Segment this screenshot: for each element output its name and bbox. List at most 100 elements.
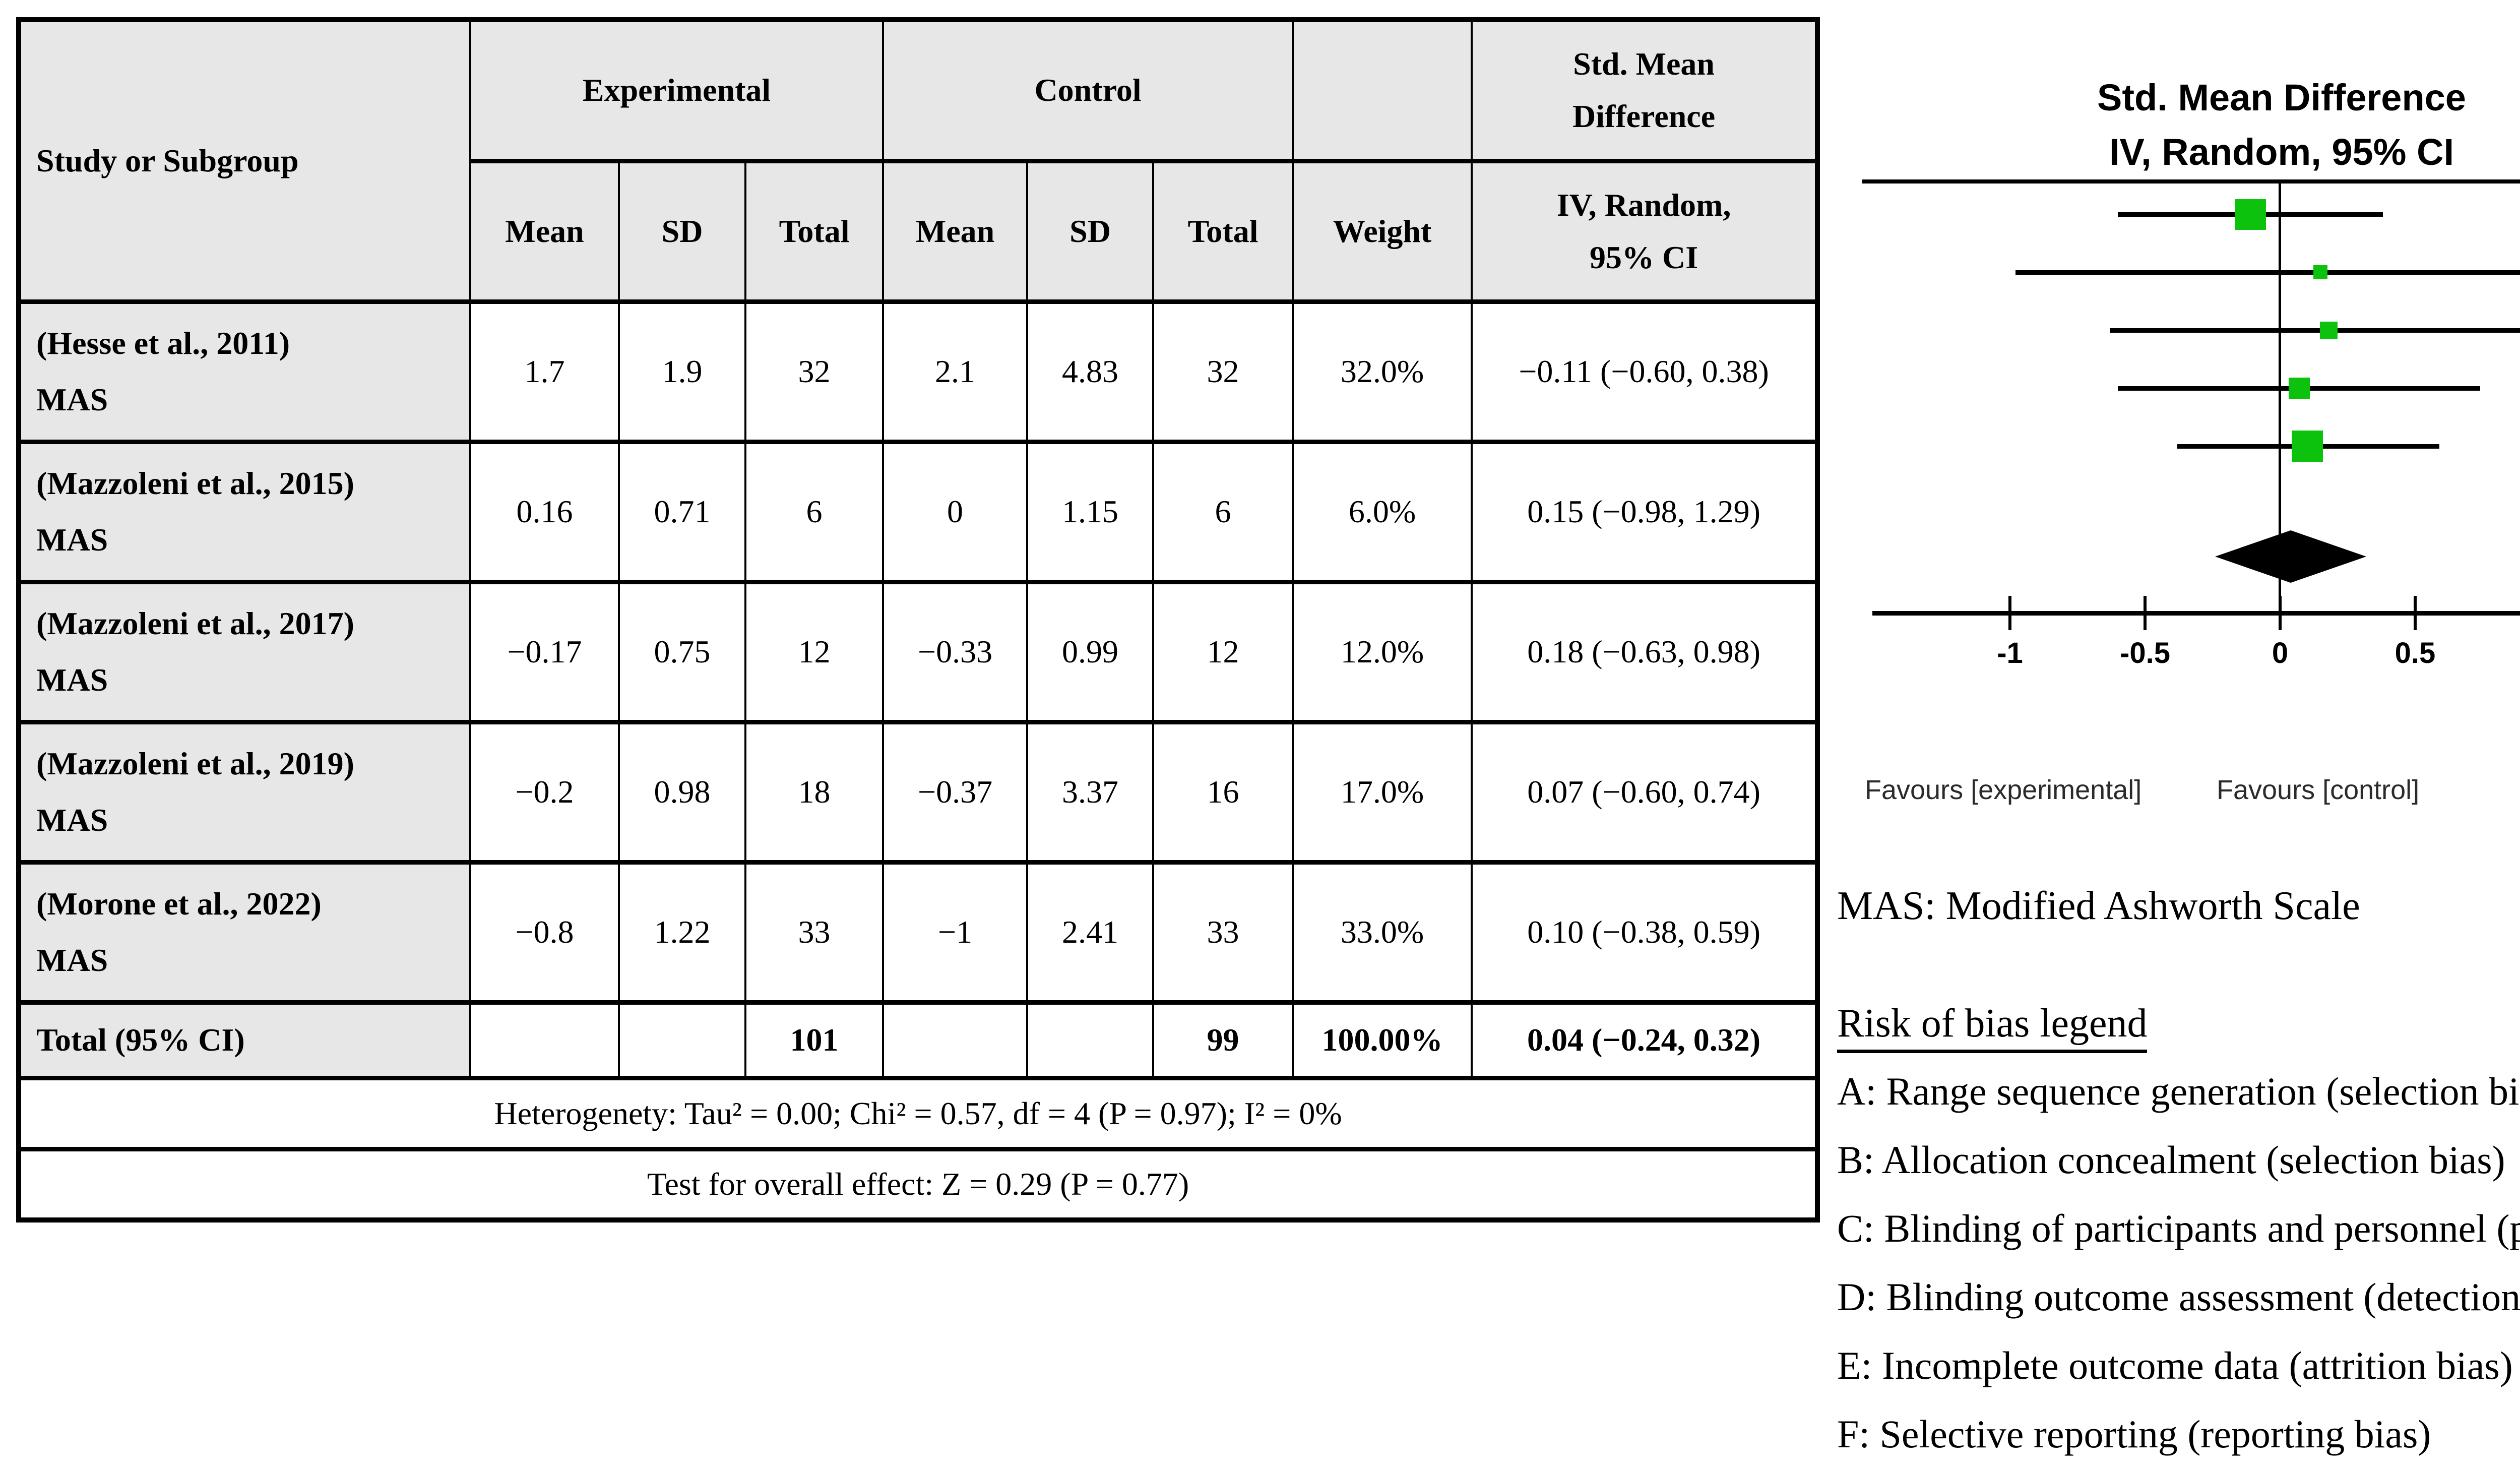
favours-control-label: Favours [control] [2217, 775, 2420, 805]
cell-smd-ci: 0.18 (−0.63, 0.98) [1471, 579, 1819, 724]
summary-diamond-top [2215, 530, 2367, 557]
total-empty-cell [882, 1000, 1029, 1080]
header-sd-experimental: SD [618, 158, 746, 304]
heterogeneity-text: Heterogenety: Tau² = 0.00; Chi² = 0.57, … [17, 1075, 1819, 1151]
total-empty-cell [618, 1000, 746, 1080]
study-name-cell: (Morone et al., 2022) MAS [18, 860, 471, 1005]
cell-total-experimental: 18 [744, 719, 885, 865]
cell-mean-control: 2.1 [882, 299, 1029, 444]
cell-total-control: 33 [1152, 860, 1294, 1005]
header-mean-experimental: Mean [469, 158, 620, 304]
forest-top-rule [1862, 179, 2520, 184]
confidence-interval-line [2110, 328, 2520, 333]
cell-total-control: 16 [1152, 719, 1294, 865]
cell-total-control: 6 [1152, 439, 1294, 584]
axis-tick-label: 1 [2500, 636, 2520, 670]
table-row-hesse-2011: (Hesse et al., 2011) MAS 1.7 1.9 32 2.1 … [18, 299, 1819, 444]
cell-smd-ci: 0.07 (−0.60, 0.74) [1471, 719, 1819, 865]
cell-total-experimental: 6 [744, 439, 885, 584]
cell-total-experimental: 33 [744, 860, 885, 1005]
study-name-cell: (Hesse et al., 2011) MAS [18, 299, 471, 444]
cell-mean-control: −0.33 [882, 579, 1029, 724]
cell-mean-control: −1 [882, 860, 1029, 1005]
cell-mean-experimental: −0.8 [469, 860, 620, 1005]
header-total-experimental: Total [744, 158, 885, 304]
rob-legend-item: A: Range sequence generation (selection … [1837, 1069, 2520, 1113]
cell-weight: 12.0% [1292, 579, 1473, 724]
total-experimental-n: 101 [744, 1000, 885, 1080]
cell-mean-experimental: −0.17 [469, 579, 620, 724]
cell-weight: 32.0% [1292, 299, 1473, 444]
cell-mean-control: −0.37 [882, 719, 1029, 865]
total-control-n: 99 [1152, 1000, 1294, 1080]
rob-legend-item: D: Blinding outcome assessment (detectio… [1837, 1275, 2520, 1319]
rob-legend-item: C: Blinding of participants and personne… [1837, 1206, 2520, 1250]
axis-tick [2279, 596, 2282, 630]
zero-reference-line [2279, 180, 2281, 613]
axis-tick [2144, 596, 2147, 630]
cell-mean-experimental: 1.7 [469, 299, 620, 444]
axis-tick [2414, 596, 2417, 630]
cell-mean-experimental: −0.2 [469, 719, 620, 865]
axis-tick-label: -1 [1997, 637, 2023, 669]
study-name-cell: (Mazzoleni et al., 2019) MAS [18, 719, 471, 865]
header-sd-control: SD [1026, 158, 1155, 304]
header-weight: Weight [1292, 158, 1473, 304]
effect-size-square [2291, 431, 2323, 462]
table-row-morone-2022: (Morone et al., 2022) MAS −0.8 1.22 33 −… [18, 860, 1819, 1005]
total-smd-ci: 0.04 (−0.24, 0.32) [1471, 1000, 1819, 1080]
cell-total-experimental: 32 [744, 299, 885, 444]
cell-mean-experimental: 0.16 [469, 439, 620, 584]
cell-sd-control: 4.83 [1026, 299, 1155, 444]
cell-weight: 17.0% [1292, 719, 1473, 865]
cell-sd-experimental: 0.98 [618, 719, 746, 865]
table-header-row-1: Study or Subgroup Experimental Control S… [18, 17, 1819, 304]
axis-tick-label: 0.5 [2395, 637, 2436, 669]
cell-sd-experimental: 0.75 [618, 579, 746, 724]
x-axis-line [1872, 611, 2520, 616]
cell-sd-control: 3.37 [1026, 719, 1155, 865]
header-total-control: Total [1152, 158, 1294, 304]
favours-experimental-label: Favours [experimental] [1865, 775, 2142, 805]
header-control-group: Control [882, 17, 1294, 163]
header-experimental-group: Experimental [469, 17, 885, 163]
cell-smd-ci: 0.10 (−0.38, 0.59) [1471, 860, 1819, 1005]
cell-sd-control: 2.41 [1026, 860, 1155, 1005]
risk-of-bias-legend-title: Risk of bias legend [1837, 1001, 2148, 1053]
total-empty-cell [1026, 1000, 1155, 1080]
study-name-cell: (Mazzoleni et al., 2015) MAS [18, 439, 471, 584]
rob-legend-item: E: Incomplete outcome data (attrition bi… [1837, 1343, 2513, 1387]
cell-sd-experimental: 0.71 [618, 439, 746, 584]
table-header-row-2: Mean SD Total Mean SD Total Weight IV, R… [19, 158, 1819, 304]
effect-size-square [2235, 199, 2266, 230]
rob-legend-item: B: Allocation concealment (selection bia… [1837, 1138, 2505, 1182]
cell-sd-experimental: 1.22 [618, 860, 746, 1005]
study-name-cell: (Mazzoleni et al., 2017) MAS [18, 579, 471, 724]
table-row-mazzoleni-2015: (Mazzoleni et al., 2015) MAS 0.16 0.71 6… [18, 439, 1819, 584]
meta-analysis-table: Study or Subgroup Experimental Control S… [16, 17, 1820, 1222]
axis-tick-label: 0 [2272, 637, 2289, 669]
total-label-cell: Total (95% CI) [18, 1000, 471, 1080]
table-row-mazzoleni-2019: (Mazzoleni et al., 2019) MAS −0.2 0.98 1… [18, 719, 1819, 865]
header-mean-control: Mean [882, 158, 1029, 304]
cell-total-control: 12 [1152, 579, 1294, 724]
total-empty-cell [469, 1000, 620, 1080]
cell-sd-control: 1.15 [1026, 439, 1155, 584]
header-weight-spacer [1292, 17, 1473, 163]
header-study-or-subgroup: Study or Subgroup [18, 17, 471, 304]
axis-tick [2008, 596, 2011, 630]
cell-sd-control: 0.99 [1026, 579, 1155, 724]
header-std-mean-difference: Std. Mean Difference [1471, 17, 1819, 163]
cell-total-experimental: 12 [744, 579, 885, 724]
cell-sd-experimental: 1.9 [618, 299, 746, 444]
cell-smd-ci: 0.15 (−0.98, 1.29) [1471, 439, 1819, 584]
mas-abbreviation-note: MAS: Modified Ashworth Scale [1837, 884, 2360, 928]
overall-effect-text: Test for overall effect: Z = 0.29 (P = 0… [17, 1146, 1819, 1222]
cell-total-control: 32 [1152, 299, 1294, 444]
table-row-mazzoleni-2017: (Mazzoleni et al., 2017) MAS −0.17 0.75 … [18, 579, 1819, 724]
effect-size-square [2288, 378, 2310, 399]
effect-size-square [2313, 265, 2328, 279]
table-total-row: Total (95% CI) 101 99 100.00% 0.04 (−0.2… [18, 1000, 1819, 1080]
forest-plot-title: Std. Mean Difference IV, Random, 95% CI [2097, 77, 2466, 173]
